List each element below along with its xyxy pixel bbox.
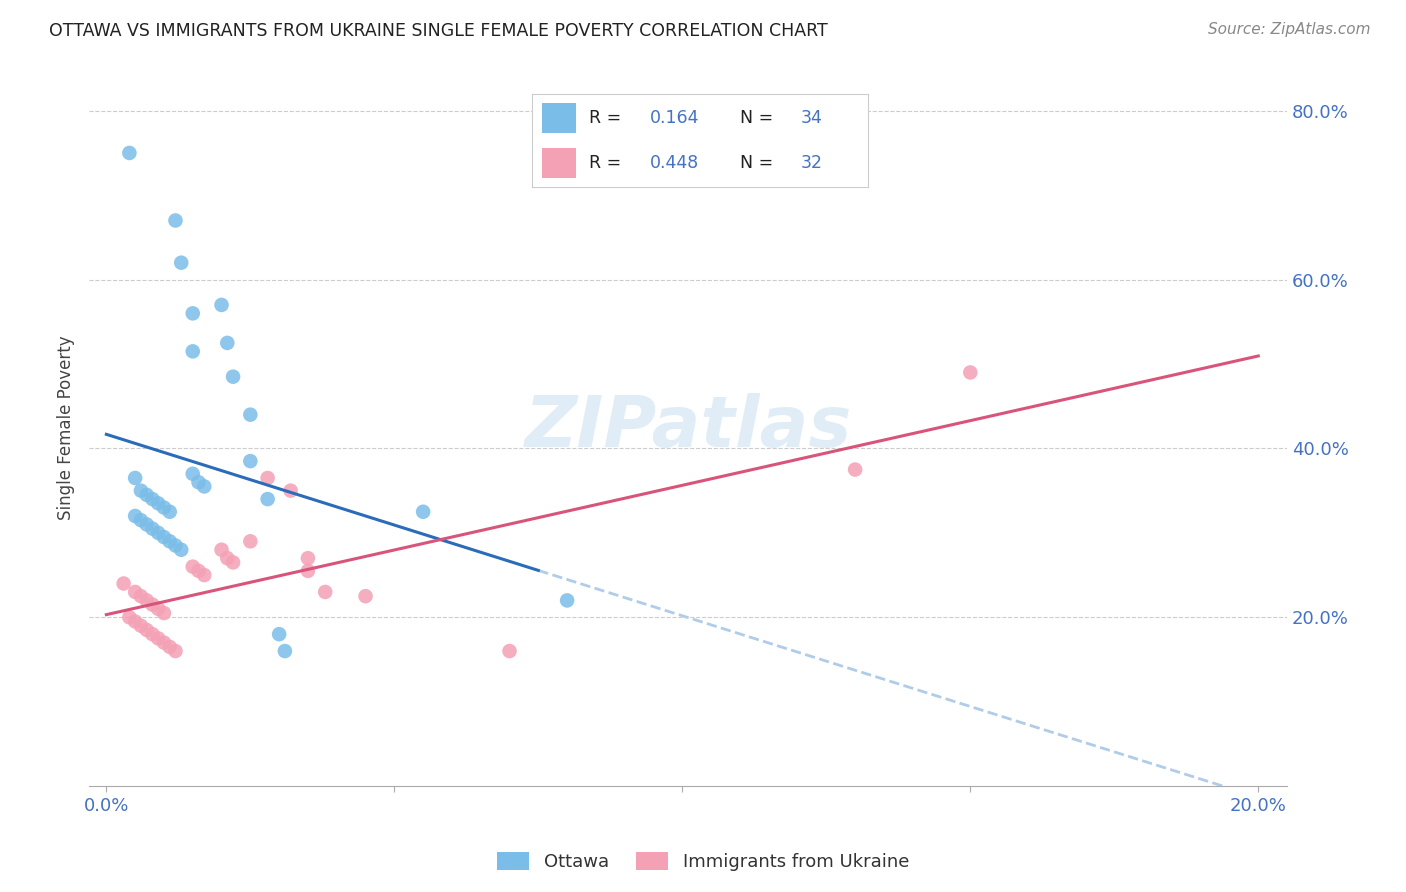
Point <box>159 640 181 654</box>
Point <box>165 539 187 553</box>
Point <box>118 145 141 160</box>
Point <box>314 585 336 599</box>
Point <box>187 475 209 490</box>
Point <box>129 513 152 527</box>
Point <box>112 576 135 591</box>
Point <box>129 589 152 603</box>
Point <box>239 534 262 549</box>
Point <box>193 479 215 493</box>
Point <box>165 644 187 658</box>
Point <box>170 542 193 557</box>
Point <box>124 471 146 485</box>
Point <box>222 556 245 570</box>
Point <box>129 483 152 498</box>
Point <box>135 517 157 532</box>
Point <box>187 564 209 578</box>
Point <box>153 500 176 515</box>
Point <box>256 471 278 485</box>
Point <box>170 256 193 270</box>
Text: OTTAWA VS IMMIGRANTS FROM UKRAINE SINGLE FEMALE POVERTY CORRELATION CHART: OTTAWA VS IMMIGRANTS FROM UKRAINE SINGLE… <box>49 22 828 40</box>
Point <box>141 492 163 507</box>
Y-axis label: Single Female Poverty: Single Female Poverty <box>58 335 75 520</box>
Point <box>141 627 163 641</box>
Point <box>498 644 520 658</box>
Point <box>211 298 233 312</box>
Point <box>124 615 146 629</box>
Point <box>297 564 319 578</box>
Point <box>153 530 176 544</box>
Point <box>141 598 163 612</box>
Point <box>135 488 157 502</box>
Point <box>153 635 176 649</box>
Point <box>354 589 377 603</box>
Text: ZIPatlas: ZIPatlas <box>524 392 852 462</box>
Point <box>159 534 181 549</box>
Point <box>148 602 170 616</box>
Point <box>274 644 297 658</box>
Point <box>148 496 170 510</box>
Point <box>844 462 866 476</box>
Point <box>135 623 157 637</box>
Point <box>153 606 176 620</box>
Point <box>217 335 239 350</box>
Point <box>129 618 152 632</box>
Point <box>118 610 141 624</box>
Point <box>297 551 319 566</box>
Point <box>222 369 245 384</box>
Point <box>193 568 215 582</box>
Point <box>181 559 204 574</box>
Point <box>269 627 291 641</box>
Point <box>135 593 157 607</box>
Point <box>141 522 163 536</box>
Text: Source: ZipAtlas.com: Source: ZipAtlas.com <box>1208 22 1371 37</box>
Point <box>280 483 302 498</box>
Point <box>239 454 262 468</box>
Point <box>217 551 239 566</box>
Point <box>555 593 578 607</box>
Point <box>124 585 146 599</box>
Point <box>239 408 262 422</box>
Point <box>412 505 434 519</box>
Point <box>148 525 170 540</box>
Point <box>181 344 204 359</box>
Legend: Ottawa, Immigrants from Ukraine: Ottawa, Immigrants from Ukraine <box>489 845 917 879</box>
Point <box>148 632 170 646</box>
Point <box>165 213 187 227</box>
Point <box>959 366 981 380</box>
Point <box>256 492 278 507</box>
Point <box>124 508 146 523</box>
Point <box>181 306 204 320</box>
Point <box>211 542 233 557</box>
Point <box>159 505 181 519</box>
Point <box>181 467 204 481</box>
